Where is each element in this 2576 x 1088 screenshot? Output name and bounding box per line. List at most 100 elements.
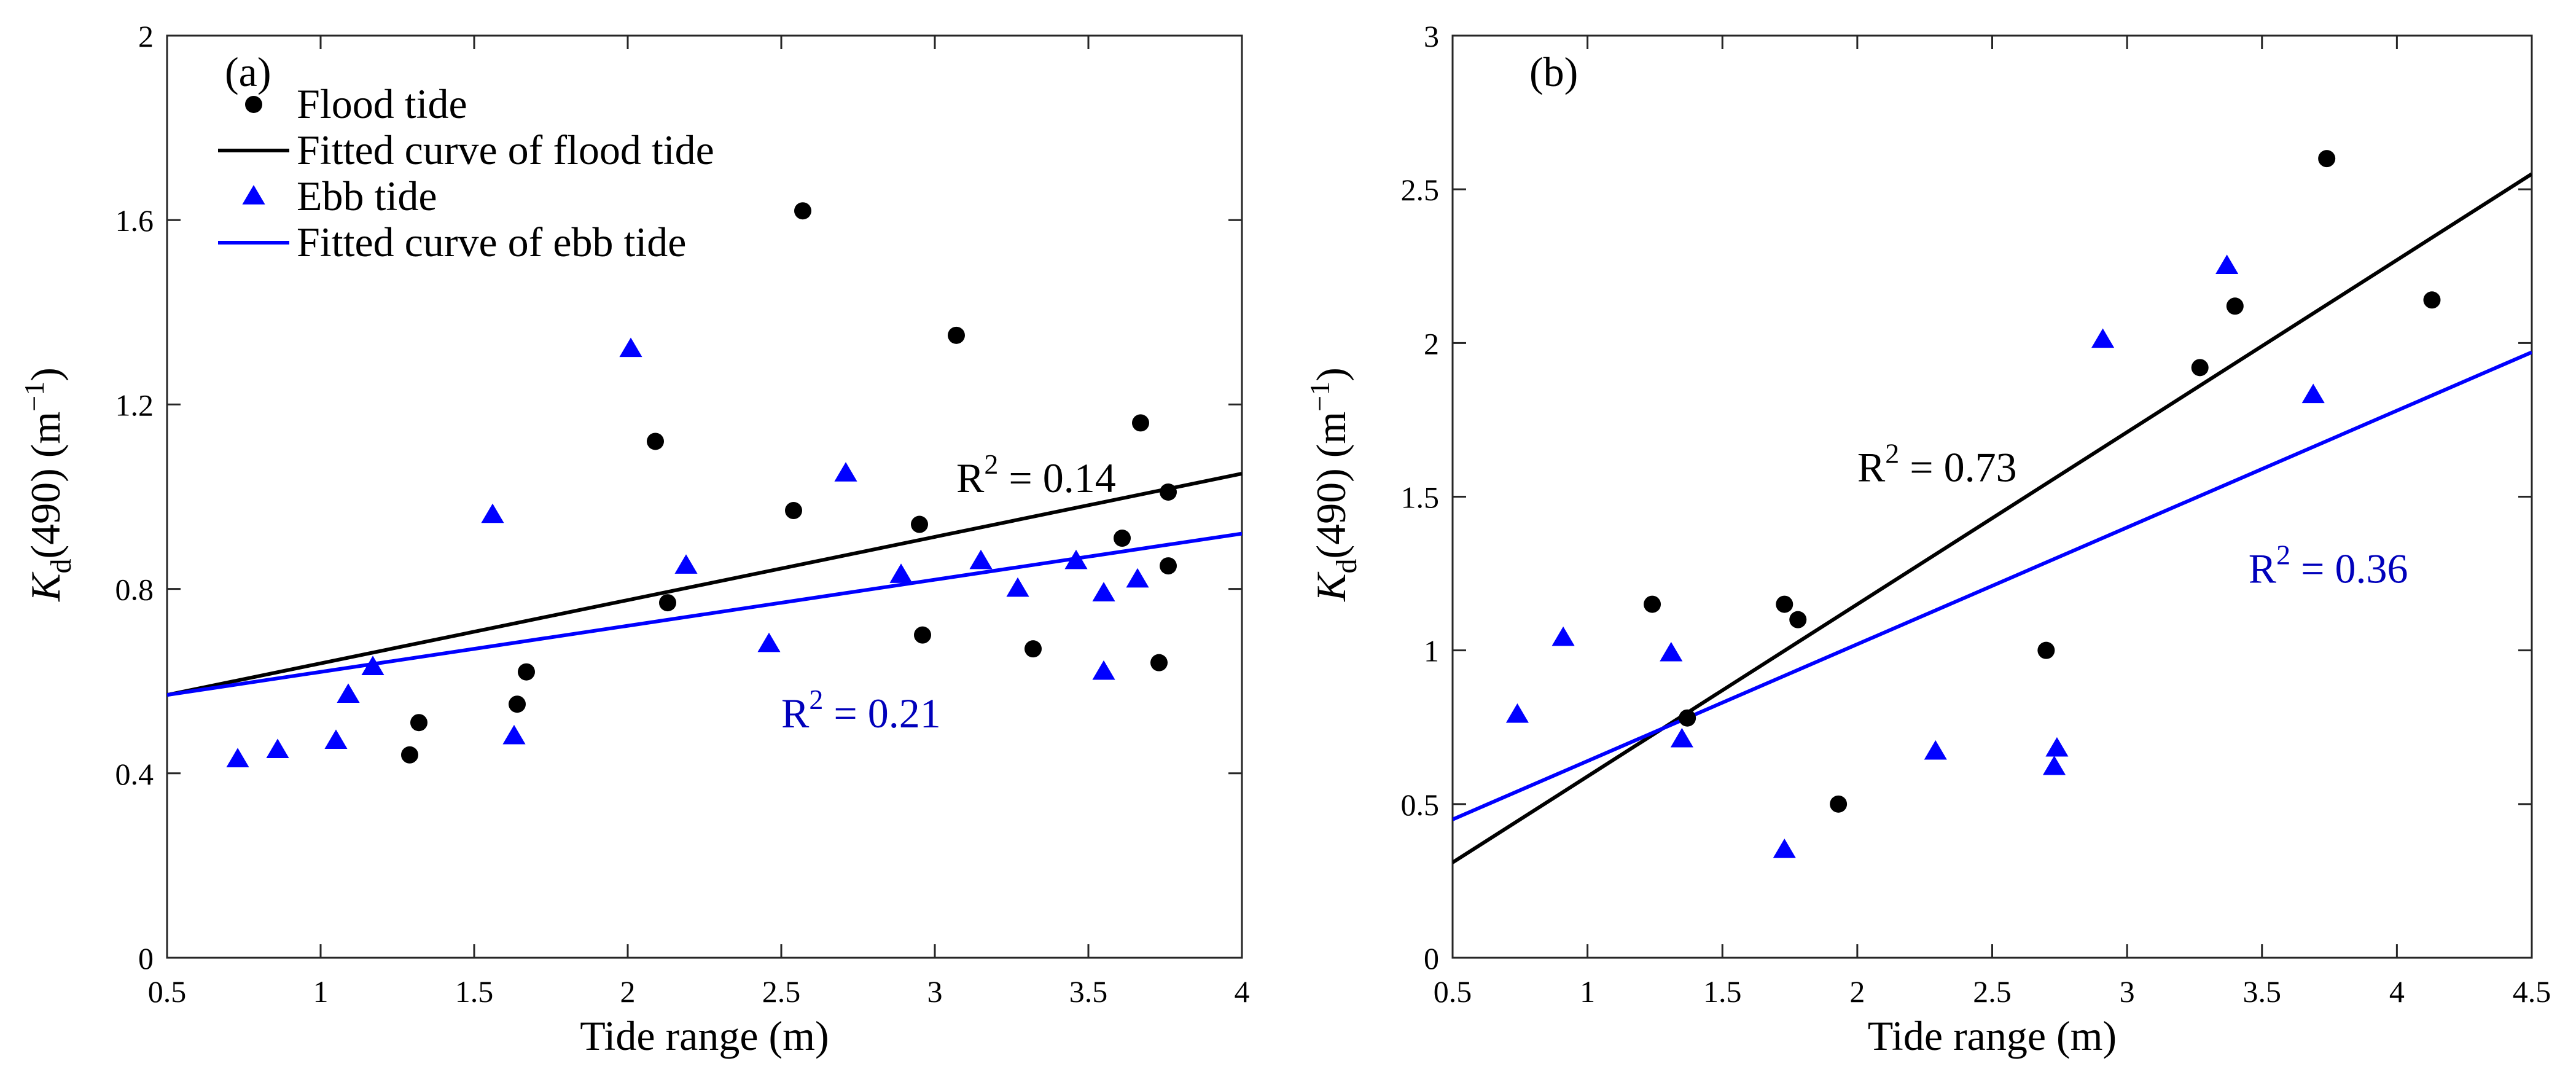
- y-tick-label: 2: [1424, 326, 1439, 361]
- data-points: [226, 202, 1177, 768]
- y-tick-label: 1.6: [115, 203, 154, 238]
- r2-ebb-prefix: R: [781, 690, 810, 737]
- flood-point: [1776, 595, 1793, 613]
- legend-label-flood: Flood tide: [297, 80, 467, 127]
- ebb-point: [969, 549, 993, 569]
- flood-point: [1150, 654, 1168, 671]
- x-tick-label: 2.5: [762, 974, 801, 1009]
- y-tick-label: 0: [1424, 941, 1439, 976]
- x-tick-label: 0.5: [148, 974, 187, 1009]
- fit-line-flood: [167, 472, 1242, 697]
- ebb-point: [337, 683, 360, 703]
- x-tick-label: 3.5: [1069, 974, 1108, 1009]
- flood-point: [794, 202, 811, 220]
- ebb-point: [2091, 328, 2115, 348]
- x-tick-label: 2: [1849, 974, 1865, 1009]
- ebb-point: [1126, 568, 1149, 588]
- legend: Flood tide Fitted curve of flood tide Eb…: [218, 80, 714, 265]
- ebb-point: [226, 748, 249, 768]
- flood-point: [1025, 640, 1042, 658]
- r2-ebb-sup: 2: [809, 684, 823, 715]
- x-tick-label: 3: [2120, 974, 2135, 1009]
- data-points: [1505, 150, 2441, 858]
- ebb-point: [324, 729, 348, 749]
- x-tick-label: 2.5: [1973, 974, 2012, 1009]
- legend-label-flood-fit: Fitted curve of flood tide: [297, 127, 714, 173]
- y-axis-title-sub: d: [45, 559, 77, 574]
- y-tick-label: 1.5: [1401, 480, 1440, 515]
- ebb-point: [2042, 755, 2066, 775]
- plot-area: [1451, 34, 2533, 959]
- x-tick-label: 1: [313, 974, 329, 1009]
- flood-point: [1679, 709, 1696, 727]
- y-axis-title-rest: (490) (m: [1308, 412, 1354, 559]
- fitted-lines: [1453, 172, 2532, 864]
- y-axis-title-main: K: [1308, 571, 1354, 602]
- flood-point: [1132, 414, 1149, 432]
- legend-label-ebb: Ebb tide: [297, 173, 437, 219]
- y-tick-label: 1: [1424, 634, 1439, 668]
- flood-point: [2423, 291, 2441, 309]
- flood-point: [647, 432, 664, 450]
- flood-point: [914, 626, 931, 644]
- plot-area: [166, 34, 1243, 959]
- ebb-point: [757, 632, 781, 652]
- flood-point: [948, 326, 965, 344]
- flood-point: [1789, 611, 1807, 628]
- ebb-point: [1092, 660, 1115, 680]
- y-axis-title-sup: −1: [1304, 382, 1335, 412]
- tick-marks: [1451, 34, 2533, 959]
- x-tick-label: 3.5: [2243, 974, 2282, 1009]
- ebb-point: [361, 656, 384, 675]
- flood-point: [1644, 595, 1661, 613]
- ebb-point: [1551, 626, 1575, 646]
- legend-marker-ebb: [242, 185, 265, 205]
- flood-point: [1830, 795, 1848, 813]
- y-axis-title: Kd(490) (m−1): [18, 367, 77, 602]
- flood-point: [2037, 641, 2055, 659]
- r2-annotation-flood: R2 = 0.14: [956, 448, 1116, 501]
- r2-flood-sup: 2: [1885, 437, 1899, 469]
- flood-point: [911, 515, 928, 533]
- x-tick-label: 1.5: [455, 974, 494, 1009]
- r2-annotation-ebb: R2 = 0.36: [2249, 539, 2408, 592]
- panel-a: Tide range (m) Kd(490) (m−1) (a) Flood t…: [18, 19, 1250, 1059]
- fit-line-ebb: [167, 531, 1242, 697]
- flood-point: [518, 663, 535, 681]
- legend-label-ebb-fit: Fitted curve of ebb tide: [297, 219, 686, 265]
- ebb-point: [1505, 703, 1529, 723]
- flood-point: [410, 714, 427, 732]
- ebb-point: [889, 563, 913, 583]
- ebb-point: [1773, 839, 1796, 858]
- y-axis-title-main: K: [22, 571, 69, 602]
- fit-line-ebb: [1453, 350, 2532, 821]
- ebb-point: [2045, 737, 2069, 757]
- y-axis-title-rest: (490) (m: [22, 412, 69, 559]
- ebb-point: [674, 554, 698, 574]
- ebb-point: [1092, 582, 1115, 601]
- x-tick-label: 2: [620, 974, 636, 1009]
- ebb-point: [502, 724, 526, 745]
- flood-point: [509, 695, 526, 713]
- x-tick-label: 4.5: [2513, 974, 2551, 1009]
- flood-point: [1114, 530, 1131, 547]
- r2-ebb-value: = 0.36: [2290, 546, 2408, 592]
- r2-flood-value: = 0.14: [998, 455, 1115, 501]
- r2-flood-prefix: R: [956, 455, 985, 501]
- legend-marker-flood: [245, 96, 262, 113]
- ebb-point: [1924, 740, 1947, 760]
- x-axis-title: Tide range (m): [580, 1012, 829, 1059]
- tick-marks: [166, 34, 1243, 959]
- r2-flood-value: = 0.73: [1899, 444, 2016, 490]
- r2-flood-sup: 2: [984, 448, 998, 480]
- flood-point: [2226, 297, 2244, 315]
- r2-ebb-prefix: R: [2249, 546, 2277, 592]
- ebb-point: [481, 503, 504, 523]
- y-tick-label: 0.5: [1401, 788, 1440, 822]
- x-tick-label: 3: [927, 974, 943, 1009]
- fitted-lines: [167, 472, 1242, 697]
- ebb-point: [2301, 383, 2325, 404]
- y-tick-label: 2.5: [1401, 173, 1440, 207]
- y-axis-title-close: ): [1308, 367, 1354, 382]
